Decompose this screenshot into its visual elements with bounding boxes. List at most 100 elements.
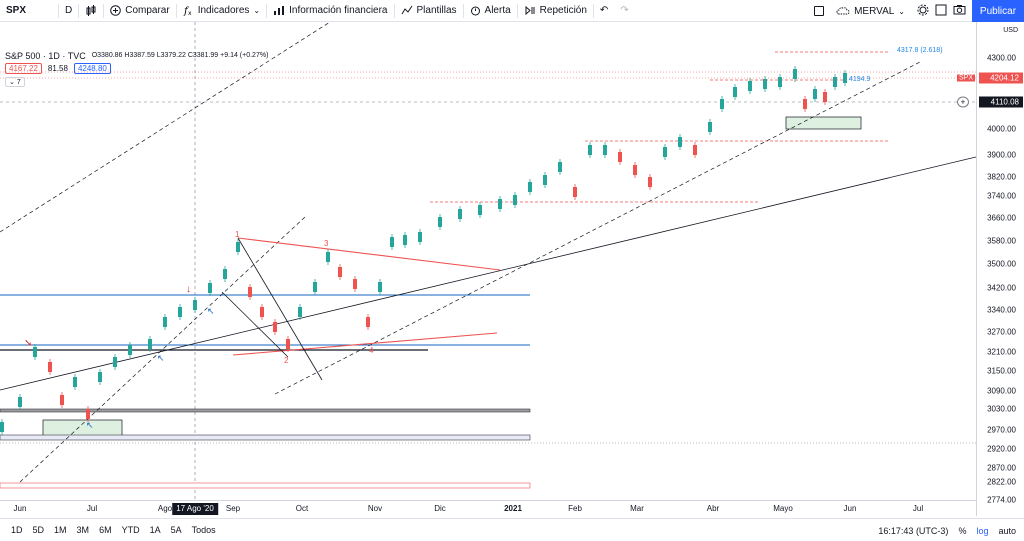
price-tick-label: 3500.00 (987, 259, 1016, 269)
price-tick-label: 2822.00 (987, 477, 1016, 487)
candle-body (18, 397, 22, 407)
crosshair-price-tag: + 4110.08 (957, 96, 1023, 108)
separator (393, 3, 395, 18)
percent-toggle[interactable]: % (958, 525, 967, 536)
chart-type-button[interactable] (79, 0, 103, 22)
candle-body (803, 99, 807, 109)
compare-label: Comparar (125, 5, 170, 16)
interval-label: D (65, 5, 73, 16)
alert-button[interactable]: Alerta (464, 0, 517, 22)
undo-button[interactable]: ↶ (594, 0, 614, 22)
cloud-icon (836, 7, 850, 15)
crosshair-date: 17 Ago '20 (172, 503, 218, 515)
range-selector: 1D 5D 1M 3M 6M YTD 1A 5A Todos (0, 525, 221, 535)
time-tick-label: 2021 (504, 504, 522, 513)
candle-body (498, 199, 502, 209)
svg-text:x: x (188, 10, 192, 16)
layout-button[interactable]: MERVAL ⌄ (830, 0, 911, 22)
auto-toggle[interactable]: auto (998, 525, 1016, 536)
impulse-line[interactable] (237, 237, 323, 381)
publish-button[interactable]: Publicar (972, 0, 1024, 22)
replay-button[interactable]: Repetición (518, 0, 593, 22)
financials-icon (274, 6, 285, 15)
impulse-line[interactable] (221, 291, 289, 358)
symbol-search[interactable]: SPX (0, 0, 58, 22)
fullscreen-toggle[interactable] (814, 6, 825, 16)
snapshot-button[interactable] (953, 4, 966, 18)
range-button-5a[interactable]: 5A (170, 525, 182, 535)
demand-zone-box[interactable] (785, 116, 862, 130)
time-tick-label: Abr (706, 504, 720, 513)
time-tick-label: Mar (630, 504, 644, 513)
candle-body (208, 283, 212, 293)
candle-body (763, 79, 767, 89)
range-button-1m[interactable]: 1M (54, 525, 67, 535)
crosshair-price-value: 4110.08 (990, 97, 1019, 107)
candle-body (693, 145, 697, 155)
wave-label-1: 1 (235, 230, 240, 239)
down-arrow-marker: ↓ (186, 284, 191, 295)
bid-price[interactable]: 4167.22 (5, 63, 42, 74)
clock[interactable]: 16:17:43 (UTC-3) (878, 525, 949, 536)
range-button-3m[interactable]: 3M (76, 525, 90, 535)
templates-label: Plantillas (416, 5, 457, 16)
price-tick-label: 3340.00 (987, 305, 1016, 315)
plus-circle-icon[interactable]: + (957, 96, 969, 108)
price-chart[interactable]: ➘ ↓ ↖ ↖ ↖ 1 2 3 4 4317.8 (2.618) 4194.9 (0, 22, 976, 500)
candle-body (663, 147, 667, 157)
range-button-6m[interactable]: 6M (99, 525, 112, 535)
candle-body (403, 235, 407, 245)
range-button-todos[interactable]: Todos (191, 525, 216, 535)
symbol-title[interactable]: S&P 500 · 1D · TVC (5, 50, 86, 61)
range-button-1d[interactable]: 1D (11, 525, 23, 535)
dashed-channel-line[interactable] (0, 22, 331, 233)
chevron-down-icon: ⌄ (253, 6, 261, 15)
candle-body (193, 300, 197, 310)
price-tick-label: 3660.00 (987, 213, 1016, 223)
financials-button[interactable]: Información financiera (267, 0, 393, 22)
time-tick-label: Feb (568, 504, 582, 513)
redo-icon: ↷ (620, 5, 629, 16)
candle-body (286, 339, 290, 349)
range-button-ytd[interactable]: YTD (121, 525, 140, 535)
interval-button[interactable]: D (59, 0, 78, 22)
range-box[interactable] (0, 434, 531, 441)
fib-target-label: 4317.8 (2.618) (897, 47, 943, 54)
dashed-channel-line[interactable] (274, 61, 921, 395)
up-arrow-marker: ↖ (157, 353, 165, 363)
dashed-channel-line[interactable] (19, 216, 306, 483)
candle-body (573, 187, 577, 197)
log-toggle[interactable]: log (976, 525, 989, 536)
redo-button[interactable]: ↷ (614, 0, 634, 22)
wedge-upper-line[interactable] (237, 237, 501, 271)
candle-body (298, 307, 302, 317)
range-button-1a[interactable]: 1A (149, 525, 161, 535)
long-trendline[interactable] (0, 156, 976, 391)
range-button-5d[interactable]: 5D (32, 525, 45, 535)
price-tick-label: 3030.00 (987, 404, 1016, 414)
svg-text:f: f (183, 6, 190, 16)
separator (78, 3, 80, 18)
price-axis[interactable]: USD 4300.004200.004110.004000.003900.003… (957, 22, 1024, 516)
wedge-lower-line[interactable] (232, 332, 498, 356)
time-axis[interactable]: Jun Jul Ago Sep Oct Nov Dic 2021 Feb Mar Abr Mayo Ju… (0, 500, 976, 516)
currency-label[interactable]: USD (1003, 27, 1018, 34)
templates-button[interactable]: Plantillas (395, 0, 463, 22)
candle-body (778, 77, 782, 87)
settings-button[interactable] (917, 4, 929, 19)
templates-icon (401, 5, 412, 15)
candle-body (793, 69, 797, 79)
ohlc-values: O3380.86 H3387.59 L3379.22 C3381.99 +9.1… (91, 52, 269, 59)
ask-price[interactable]: 4248.80 (73, 63, 111, 74)
range-box[interactable] (0, 408, 531, 413)
fullscreen-button[interactable] (935, 4, 947, 19)
candle-body (0, 422, 4, 432)
separator (266, 3, 268, 18)
candle-body (823, 92, 827, 102)
candle-body (458, 209, 462, 219)
chart-pane[interactable]: ➘ ↓ ↖ ↖ ↖ 1 2 3 4 4317.8 (2.618) 4194.9 … (0, 22, 976, 516)
indicators-toggle[interactable]: ⌄ 7 (5, 76, 25, 87)
compare-button[interactable]: Comparar (104, 0, 175, 22)
range-box[interactable] (0, 482, 531, 489)
